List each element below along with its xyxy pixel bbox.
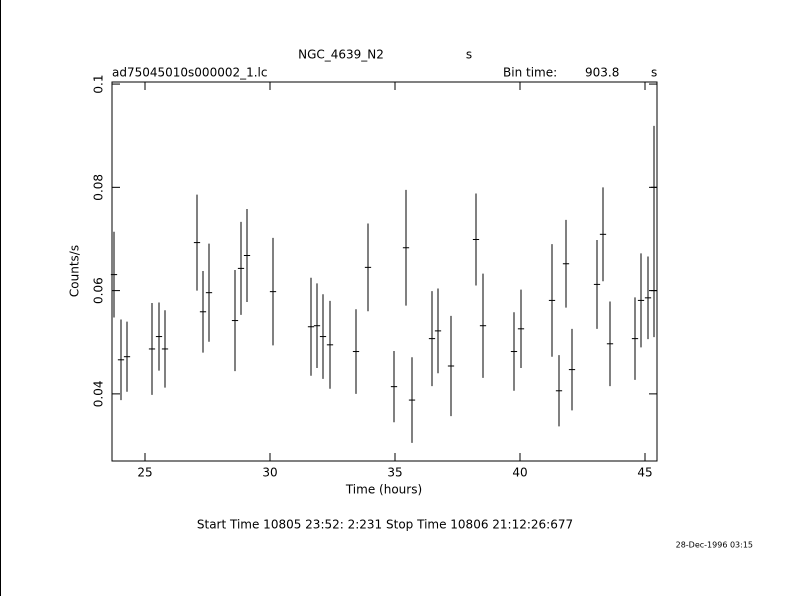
- x-tick-label: 40: [512, 466, 527, 480]
- bin-time-label: Bin time:: [503, 66, 557, 80]
- plot-frame: [111, 81, 658, 462]
- title-suffix: s: [466, 48, 472, 62]
- x-tick-label: 25: [137, 466, 152, 480]
- bin-time-unit: s: [651, 66, 657, 80]
- y-tick-label: 0.06: [92, 277, 106, 304]
- file-label: ad75045010s000002_1.lc: [112, 66, 268, 80]
- x-tick-label: 35: [387, 466, 402, 480]
- y-tick-label: 0.08: [92, 174, 106, 201]
- x-tick-label: 45: [637, 466, 652, 480]
- bin-time-value: 903.8: [585, 66, 619, 80]
- date-stamp: 28-Dec-1996 03:15: [676, 541, 753, 550]
- footer: Start Time 10805 23:52: 2:231 Stop Time …: [197, 518, 573, 532]
- y-axis-label: Counts/s: [68, 245, 82, 297]
- chart-title: NGC_4639_N2: [298, 48, 384, 62]
- y-tick-label: 0.1: [92, 75, 106, 94]
- x-tick-label: 30: [262, 466, 277, 480]
- x-axis-label: Time (hours): [345, 483, 422, 497]
- y-tick-label: 0.04: [92, 381, 106, 408]
